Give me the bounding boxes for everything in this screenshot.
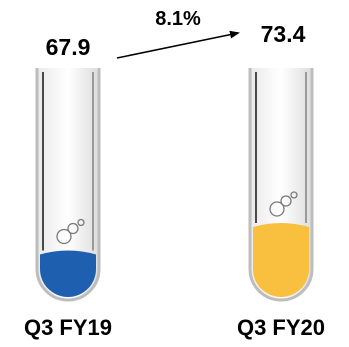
tube-outline: [248, 68, 314, 302]
category-label-q3-fy19: Q3 FY19: [24, 315, 112, 340]
bubble-icon: [269, 201, 285, 217]
growth-arrow: [116, 30, 240, 59]
tube-glass: [37, 68, 99, 300]
bubble-icon: [56, 228, 72, 245]
bubble-icon: [77, 218, 85, 227]
bubble-icon: [280, 195, 292, 207]
value-label-q3-fy19: 67.9: [46, 34, 91, 60]
tubes-layer: [35, 68, 314, 302]
tube-q3-fy20: [248, 68, 314, 302]
bar-q3-fy19: [40, 250, 96, 297]
tube-q3-fy19: [35, 68, 101, 302]
tube-outline: [35, 68, 101, 302]
category-label-q3-fy20: Q3 FY20: [237, 315, 325, 340]
growth-percent-label: 8.1%: [155, 8, 201, 30]
bubble-icon: [67, 222, 79, 235]
bar-q3-fy20: [253, 223, 309, 297]
bubble-icon: [290, 191, 298, 199]
value-label-q3-fy20: 73.4: [261, 21, 306, 47]
